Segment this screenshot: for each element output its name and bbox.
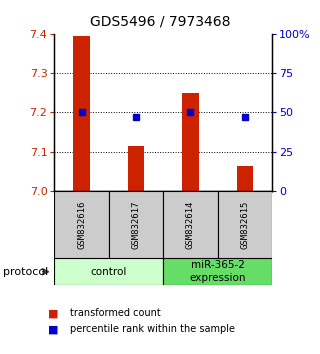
- Text: transformed count: transformed count: [70, 308, 161, 318]
- Bar: [74, 36, 90, 191]
- Text: GSM832616: GSM832616: [77, 201, 86, 249]
- Bar: [163, 258, 272, 285]
- Text: control: control: [91, 267, 127, 277]
- Text: GDS5496 / 7973468: GDS5496 / 7973468: [90, 14, 230, 28]
- Text: ■: ■: [48, 324, 59, 334]
- Text: GSM832617: GSM832617: [132, 201, 140, 249]
- Text: miR-365-2
expression: miR-365-2 expression: [189, 261, 246, 283]
- Text: percentile rank within the sample: percentile rank within the sample: [70, 324, 236, 334]
- Bar: [109, 191, 163, 258]
- Bar: [237, 166, 253, 191]
- Bar: [128, 146, 144, 191]
- Bar: [218, 191, 272, 258]
- Bar: [54, 258, 163, 285]
- Text: GSM832614: GSM832614: [186, 201, 195, 249]
- Bar: [182, 93, 198, 191]
- Text: ■: ■: [48, 308, 59, 318]
- Bar: [163, 191, 218, 258]
- Bar: [54, 191, 109, 258]
- Text: GSM832615: GSM832615: [240, 201, 249, 249]
- Text: protocol: protocol: [3, 267, 48, 277]
